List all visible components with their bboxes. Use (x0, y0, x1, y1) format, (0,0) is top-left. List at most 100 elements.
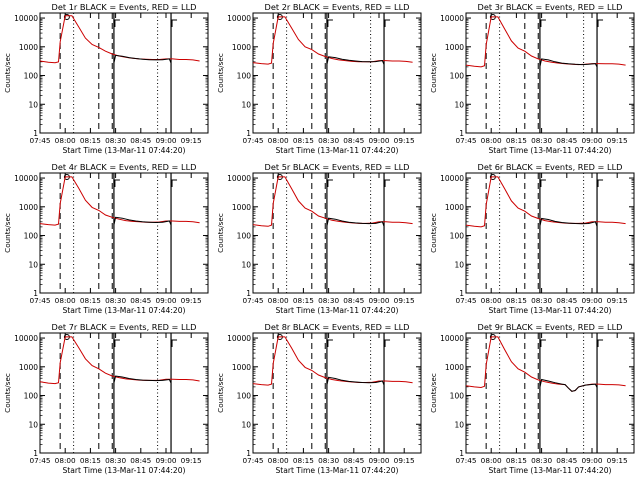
segment-bracket (327, 19, 333, 27)
y-tick-label: 10 (241, 100, 251, 109)
x-axis-label: Start Time (13-Mar-11 07:44:20) (488, 146, 611, 155)
x-tick-label: 07:45 (29, 456, 50, 465)
x-tick-label: 08:30 (318, 296, 339, 305)
y-tick-label: 100 (24, 392, 39, 401)
x-tick-label: 08:00 (268, 296, 289, 305)
plot-frame (465, 172, 635, 294)
plot-frame (465, 332, 635, 454)
events-series-line (113, 216, 172, 226)
peak-marker (63, 14, 70, 20)
x-tick-label: 08:30 (531, 296, 552, 305)
x-axis-label: Start Time (13-Mar-11 07:44:20) (62, 146, 185, 155)
y-tick-label: 10000 (227, 334, 251, 343)
x-tick-label: 08:45 (343, 456, 364, 465)
y-tick-label: 1000 (19, 363, 38, 372)
x-tick-label: 08:00 (268, 136, 289, 145)
y-tick-label: 1 (33, 129, 38, 138)
chart-title: Det 8r BLACK = Events, RED = LLD (265, 322, 410, 332)
x-tick-label: 08:30 (531, 136, 552, 145)
x-tick-label: 09:15 (607, 136, 628, 145)
y-tick-label: 10 (454, 100, 464, 109)
detector-panel: Det 1r BLACK = Events, RED = LLD 1 10 100 10… (3, 2, 209, 155)
x-tick-label: 09:15 (607, 456, 628, 465)
x-tick-label: 08:30 (318, 136, 339, 145)
x-tick-label: 08:15 (80, 296, 101, 305)
x-tick-label: 09:00 (155, 296, 176, 305)
x-tick-label: 08:15 (293, 136, 314, 145)
x-tick-label: 08:15 (80, 136, 101, 145)
x-tick-label: 07:45 (242, 296, 263, 305)
plot-frame (252, 12, 422, 134)
y-axis-label: Counts/sec (429, 53, 438, 93)
plot-frame (252, 332, 422, 454)
y-axis-label: Counts/sec (3, 373, 12, 413)
x-tick-label: 08:15 (293, 296, 314, 305)
x-tick-label: 08:30 (105, 456, 126, 465)
y-tick-label: 100 (237, 392, 252, 401)
x-tick-label: 08:30 (318, 456, 339, 465)
x-tick-label: 07:45 (455, 296, 476, 305)
events-series-line (113, 54, 172, 64)
events-series-line (326, 376, 385, 386)
x-tick-label: 07:45 (29, 296, 50, 305)
segment-bracket (114, 19, 120, 27)
events-series-line (539, 217, 598, 227)
x-axis-label: Start Time (13-Mar-11 07:44:20) (275, 466, 398, 475)
y-tick-label: 10 (454, 260, 464, 269)
y-tick-label: 10000 (440, 14, 464, 23)
y-tick-label: 100 (450, 232, 465, 241)
x-axis-label: Start Time (13-Mar-11 07:44:20) (62, 466, 185, 475)
events-series-line (326, 217, 385, 227)
x-tick-label: 08:30 (105, 136, 126, 145)
x-axis-label: Start Time (13-Mar-11 07:44:20) (488, 466, 611, 475)
segment-bracket (171, 179, 178, 187)
y-tick-label: 1 (459, 289, 464, 298)
y-tick-label: 1000 (232, 363, 251, 372)
x-tick-label: 08:45 (343, 296, 364, 305)
x-axis-label: Start Time (13-Mar-11 07:44:20) (62, 306, 185, 315)
y-tick-label: 100 (237, 72, 252, 81)
x-tick-label: 08:00 (481, 136, 502, 145)
x-tick-label: 07:45 (455, 136, 476, 145)
x-tick-label: 08:30 (105, 296, 126, 305)
x-tick-label: 08:45 (556, 136, 577, 145)
detector-panel: Det 2r BLACK = Events, RED = LLD 1 10 100 10… (216, 2, 422, 155)
x-tick-label: 07:45 (29, 136, 50, 145)
segment-bracket (114, 339, 120, 347)
y-tick-label: 10 (28, 100, 38, 109)
x-tick-label: 08:00 (481, 296, 502, 305)
detector-panel: Det 8r BLACK = Events, RED = LLD 1 10 100 10… (216, 322, 422, 475)
y-tick-label: 1000 (445, 43, 464, 52)
x-tick-label: 09:15 (181, 296, 202, 305)
x-tick-label: 08:15 (80, 456, 101, 465)
x-tick-label: 09:00 (368, 296, 389, 305)
segment-bracket (171, 339, 178, 347)
y-tick-label: 10000 (440, 174, 464, 183)
y-tick-label: 1000 (232, 203, 251, 212)
detector-panel: Det 6r BLACK = Events, RED = LLD 1 10 100 10… (429, 162, 635, 315)
y-axis-label: Counts/sec (3, 53, 12, 93)
chart-title: Det 5r BLACK = Events, RED = LLD (265, 162, 410, 172)
x-tick-label: 07:45 (455, 456, 476, 465)
x-tick-label: 09:15 (394, 136, 415, 145)
y-tick-label: 1 (33, 449, 38, 458)
segment-bracket (384, 19, 391, 27)
x-axis-label: Start Time (13-Mar-11 07:44:20) (275, 306, 398, 315)
y-tick-label: 100 (450, 392, 465, 401)
x-tick-label: 08:15 (506, 456, 527, 465)
detector-panel: Det 9r BLACK = Events, RED = LLD 1 10 100 10… (429, 322, 635, 475)
y-tick-label: 1 (33, 289, 38, 298)
detector-panel: Det 5r BLACK = Events, RED = LLD 1 10 100 10… (216, 162, 422, 315)
y-tick-label: 100 (450, 72, 465, 81)
x-tick-label: 09:15 (394, 456, 415, 465)
segment-bracket (597, 179, 604, 187)
detector-panel: Det 7r BLACK = Events, RED = LLD 1 10 100 10… (3, 322, 209, 475)
x-tick-label: 08:15 (506, 136, 527, 145)
x-tick-label: 08:45 (556, 296, 577, 305)
y-tick-label: 10000 (14, 174, 38, 183)
x-tick-label: 08:45 (130, 136, 151, 145)
y-axis-label: Counts/sec (3, 213, 12, 253)
y-tick-label: 10000 (14, 334, 38, 343)
chart-title: Det 3r BLACK = Events, RED = LLD (478, 2, 623, 12)
